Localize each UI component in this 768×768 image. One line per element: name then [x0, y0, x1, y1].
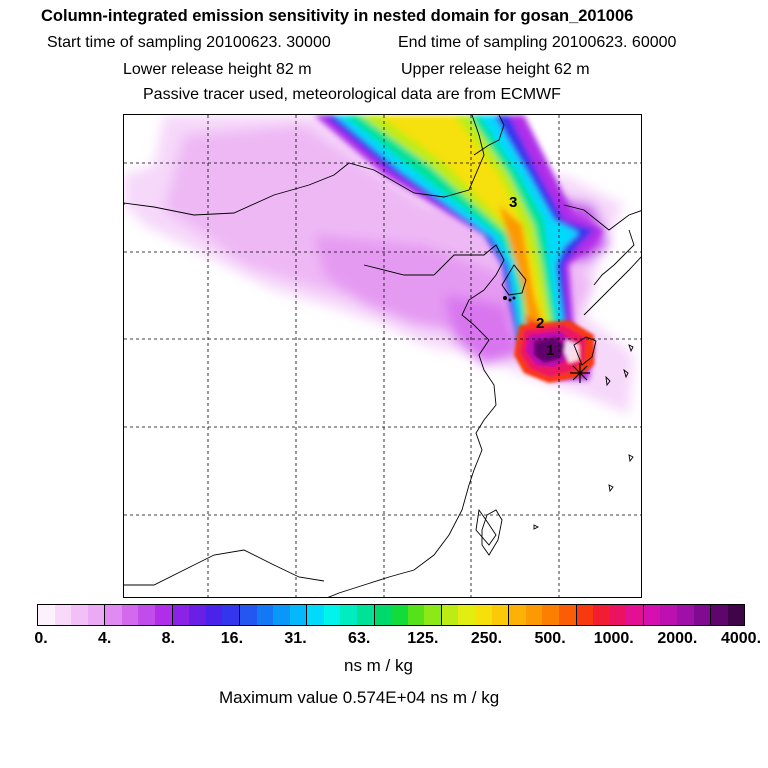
colorbar-segment [525, 605, 543, 625]
colorbar-segment [172, 605, 190, 625]
colorbar-segment [727, 605, 745, 625]
colorbar-segment [87, 605, 106, 625]
colorbar-segment [340, 605, 357, 625]
colorbar-segment [307, 605, 324, 625]
marker-1: 1 [546, 342, 554, 359]
colorbar-segment [289, 605, 308, 625]
plot-title: Column-integrated emission sensitivity i… [41, 7, 634, 25]
colorbar-segment [239, 605, 257, 625]
lower-release-height: Lower release height 82 m [123, 61, 312, 78]
colorbar [37, 604, 745, 626]
colorbar-segment [424, 605, 442, 625]
end-time: End time of sampling 20100623. 60000 [398, 34, 677, 51]
star-icon [570, 363, 590, 383]
colorbar-segment [138, 605, 156, 625]
colorbar-segment [38, 605, 55, 625]
colorbar-tick-label: 500. [534, 630, 566, 647]
colorbar-tick-label: 4000. [720, 630, 762, 647]
colorbar-segment [441, 605, 459, 625]
colorbar-segment [105, 605, 122, 625]
colorbar-segment [643, 605, 661, 625]
colorbar-segment [155, 605, 173, 625]
map-svg: 3 2 1 [124, 115, 641, 597]
colorbar-tick-label: 125. [407, 630, 439, 647]
sensitivity-hotspot [514, 320, 594, 383]
colorbar-segment [626, 605, 644, 625]
colorbar-segment [542, 605, 559, 625]
colorbar-segment [356, 605, 375, 625]
colorbar-segment [711, 605, 728, 625]
colorbar-segment [222, 605, 240, 625]
colorbar-tick-label: 0. [34, 630, 48, 647]
colorbar-segment [189, 605, 206, 625]
colorbar-tick-label: 31. [284, 630, 307, 647]
colorbar-segment [475, 605, 492, 625]
colorbar-segment [458, 605, 476, 625]
maximum-value: Maximum value 0.574E+04 ns m / kg [219, 688, 500, 707]
colorbar-tick-label: 250. [470, 630, 503, 647]
map-panel: 3 2 1 [123, 114, 642, 598]
colorbar-segment [576, 605, 594, 625]
colorbar-segment [374, 605, 392, 625]
colorbar-tick-label: 4. [97, 630, 112, 647]
colorbar-segment [273, 605, 290, 625]
colorbar-segment [256, 605, 274, 625]
colorbar-tick-label: 1000. [593, 630, 634, 647]
colorbar-segment [509, 605, 526, 625]
colorbar-segment [205, 605, 223, 625]
marker-2: 2 [536, 315, 544, 332]
city-dots [503, 296, 516, 302]
colorbar-segment [660, 605, 677, 625]
colorbar-tick-label: 63. [348, 630, 371, 647]
colorbar-segment [71, 605, 88, 625]
tracer-note: Passive tracer used, meteorological data… [143, 86, 561, 103]
colorbar-segment [609, 605, 627, 625]
coastlines [124, 115, 641, 597]
colorbar-tick-label: 16. [220, 630, 244, 647]
start-time: Start time of sampling 20100623. 30000 [47, 34, 331, 51]
colorbar-segment [558, 605, 577, 625]
colorbar-segment [693, 605, 712, 625]
colorbar-segment [121, 605, 139, 625]
colorbar-tick-label: 2000. [657, 630, 698, 647]
colorbar-segment [491, 605, 510, 625]
grid-lines [124, 115, 641, 597]
colorbar-tick-label: 8. [161, 630, 175, 647]
colorbar-unit: ns m / kg [344, 656, 413, 675]
colorbar-segment [54, 605, 72, 625]
colorbar-segment [593, 605, 610, 625]
colorbar-segment [407, 605, 425, 625]
marker-3: 3 [509, 194, 517, 211]
islands [481, 344, 634, 556]
upper-release-height: Upper release height 62 m [401, 61, 590, 78]
colorbar-segment [391, 605, 408, 625]
colorbar-segment [676, 605, 694, 625]
colorbar-segment [323, 605, 341, 625]
